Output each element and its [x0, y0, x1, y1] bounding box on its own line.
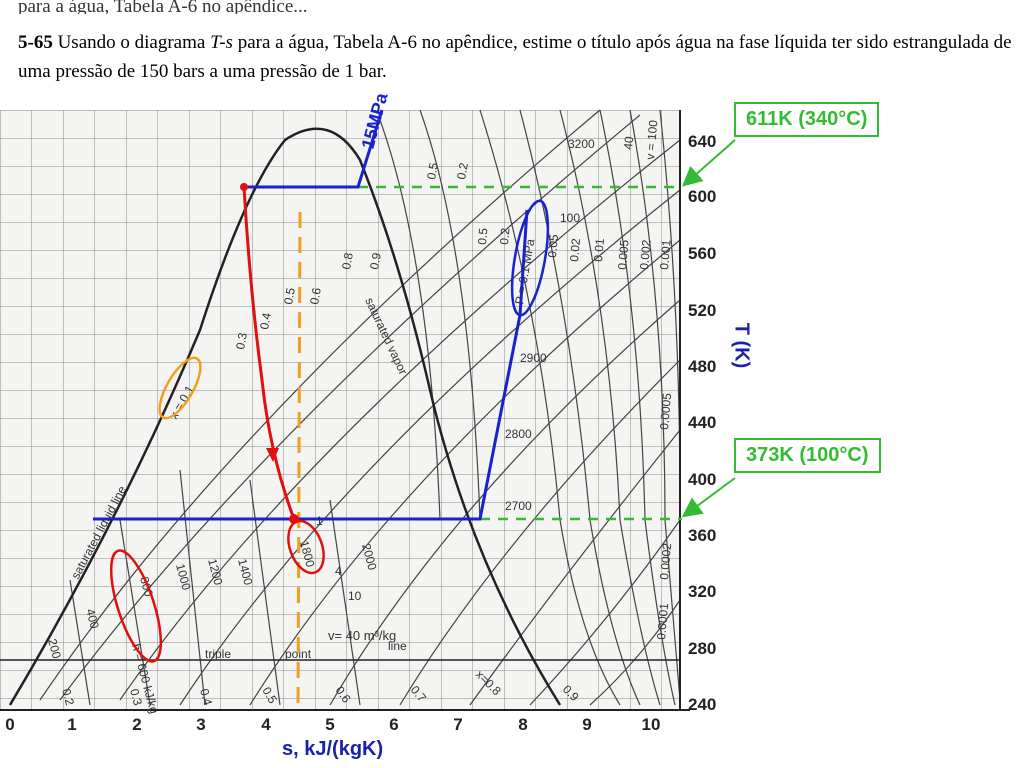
- y-tick: 280: [688, 639, 716, 658]
- label-q03b: 0.3: [233, 331, 250, 350]
- label-h3200: 3200: [568, 137, 595, 151]
- x-tick: 9: [582, 715, 591, 734]
- x-tick-labels: 0 1 2 3 4 5 6 7 8 9 10: [5, 715, 660, 734]
- problem-statement: 5-65 Usando o diagrama T-s para a água, …: [18, 28, 1022, 86]
- x-axis-label: s, kJ/(kgK): [282, 738, 384, 760]
- problem-text-a: Usando o diagrama: [57, 32, 211, 53]
- label-q02: 0.2: [59, 687, 77, 707]
- label-p001: 0.01: [591, 237, 607, 262]
- ellipse-h1800: [287, 519, 325, 575]
- throttling-path: [242, 186, 296, 520]
- problem-text-var: T-s: [210, 32, 233, 53]
- label-volume: v= 40 m³/kg: [328, 628, 396, 643]
- label-line: line: [388, 639, 407, 653]
- label-h1000: 1000: [173, 562, 194, 592]
- y-tick: 480: [688, 357, 716, 376]
- y-tick: 360: [688, 526, 716, 545]
- label-q03: 0.3: [127, 687, 145, 707]
- ellipse-h600: [109, 549, 163, 663]
- label-p05: 0.5: [475, 227, 490, 245]
- label-point: point: [285, 647, 312, 661]
- label-triple: triple: [205, 647, 231, 661]
- y-tick: 320: [688, 582, 716, 601]
- label-v100b: v = 100: [643, 119, 660, 160]
- label-q06b: 0.6: [307, 286, 324, 305]
- y-tick: 240: [688, 695, 716, 714]
- label-h2000: 2000: [359, 542, 380, 572]
- x-tick: 8: [518, 715, 527, 734]
- x-tick: 1: [67, 715, 76, 734]
- x-tick: 2: [132, 715, 141, 734]
- x-tick: 4: [261, 715, 271, 734]
- y-tick-labels: 640 600 560 520 480 440 400 360 320 280 …: [688, 132, 716, 714]
- x-tick: 10: [642, 715, 661, 734]
- x-tick: 6: [389, 715, 398, 734]
- chart-background: [0, 110, 680, 710]
- isobar-high: [244, 109, 384, 189]
- label-p00001: 0.0001: [654, 602, 671, 640]
- label-h1400: 1400: [235, 557, 256, 587]
- property-lines: [39, 109, 681, 706]
- label-v05: 0.5: [424, 161, 441, 180]
- label-p0002: 0.002: [637, 239, 654, 270]
- label-v100: 100: [560, 211, 580, 225]
- label-q08: 0.8: [339, 251, 356, 270]
- process-isobars: [93, 109, 529, 521]
- y-tick: 600: [688, 187, 716, 206]
- label-h2700: 2700: [505, 499, 532, 513]
- state-point-1: [240, 183, 248, 191]
- label-v10: 10: [348, 589, 362, 603]
- isentropic-dash: [296, 211, 302, 711]
- label-q05b: 0.5: [281, 286, 298, 305]
- guide-lines: [358, 185, 682, 521]
- label-p005: 0.05: [545, 233, 561, 258]
- label-h1800: 1800: [297, 539, 318, 569]
- label-h2800: 2800: [505, 427, 532, 441]
- label-p002: 0.02: [567, 237, 583, 262]
- saturation-dome: [8, 127, 562, 706]
- label-q09b: 0.9: [367, 251, 384, 270]
- label-h400: 400: [83, 607, 102, 630]
- isobar-low: [93, 209, 529, 521]
- cut-top-text: para a água, Tabela A-6 no apêndice...: [18, 0, 308, 14]
- callout-high-temperature: 611K (340°C): [734, 102, 880, 137]
- label-q04b: 0.4: [257, 311, 274, 330]
- y-tick: 440: [688, 413, 716, 432]
- callout-arrows: [681, 139, 736, 518]
- label-p02: 0.2: [497, 227, 512, 245]
- label-h200: 200: [45, 637, 64, 660]
- x-tick: 7: [453, 715, 462, 734]
- label-q04: 0.4: [197, 687, 215, 707]
- label-p0001: 0.001: [657, 239, 674, 270]
- x-tick: 5: [325, 715, 334, 734]
- problem-text-b: para a água, Tabela A-6 no apêndice, est…: [18, 32, 1012, 82]
- label-p0005: 0.005: [615, 239, 632, 270]
- y-axis-label: T (K): [730, 322, 753, 369]
- label-h2900: 2900: [520, 351, 547, 365]
- problem-number: 5-65: [18, 32, 53, 53]
- label-v4: 4: [335, 564, 342, 578]
- ellipse-x01: [158, 356, 202, 420]
- throttling-arrowhead: [266, 448, 279, 462]
- y-tick: 560: [688, 244, 716, 263]
- label-h1200: 1200: [205, 557, 226, 587]
- label-p00005: 0.0005: [657, 392, 674, 430]
- label-v1: 1: [316, 514, 323, 528]
- label-v40: 40: [621, 135, 636, 150]
- highlight-ellipses: [109, 199, 550, 663]
- y-tick: 520: [688, 301, 716, 320]
- x-tick: 0: [5, 715, 14, 734]
- x-tick: 3: [196, 715, 205, 734]
- ellipse-p-low: [510, 199, 550, 317]
- y-tick: 640: [688, 132, 716, 151]
- callout-low-temperature: 373K (100°C): [734, 438, 881, 473]
- y-tick: 400: [688, 470, 716, 489]
- label-v02: 0.2: [454, 161, 471, 180]
- label-p00002: 0.0002: [657, 542, 674, 580]
